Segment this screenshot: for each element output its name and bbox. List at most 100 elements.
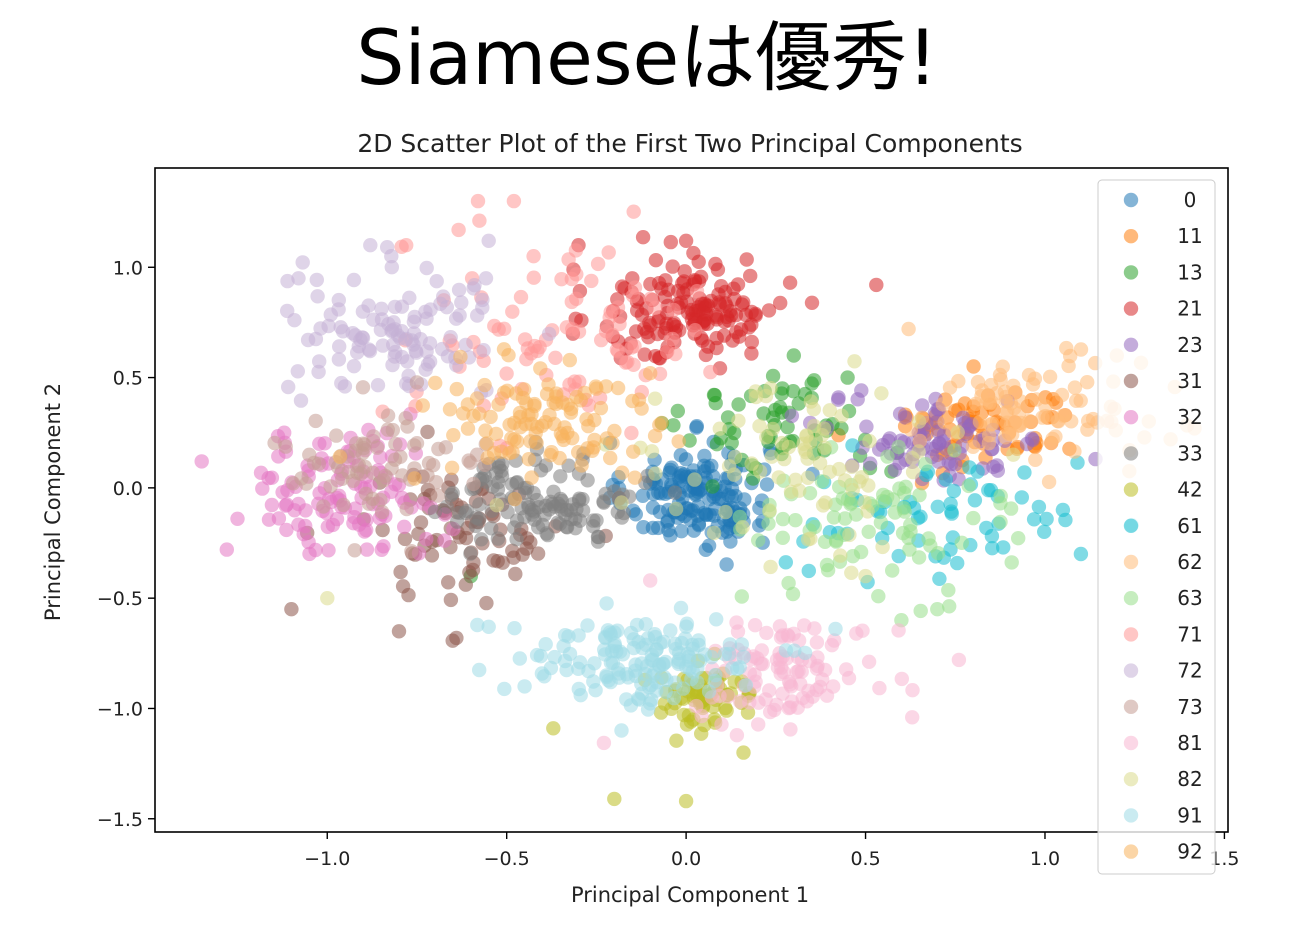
point-62: [1054, 387, 1070, 403]
point-71: [601, 245, 616, 260]
legend-label-91: 91: [1177, 803, 1202, 827]
point-42: [676, 707, 692, 723]
point-92: [515, 390, 531, 406]
point-21: [709, 340, 724, 356]
point-63: [930, 602, 945, 617]
legend-marker-92: [1123, 844, 1139, 859]
point-71: [594, 332, 609, 348]
point-82: [847, 354, 862, 369]
points-layer: [194, 193, 1202, 809]
point-91: [634, 676, 649, 692]
point-33: [614, 510, 630, 525]
point-91: [612, 670, 627, 685]
point-71: [497, 321, 512, 336]
x-tick-label: −1.0: [304, 848, 350, 870]
point-73: [380, 408, 396, 423]
legend-label-23: 23: [1177, 333, 1202, 357]
point-73: [395, 468, 410, 483]
point-92: [574, 458, 589, 473]
point-82: [748, 389, 764, 405]
legend-marker-33: [1123, 446, 1139, 461]
point-81: [763, 704, 778, 720]
point-33: [518, 485, 533, 500]
point-73: [329, 428, 344, 443]
point-92: [544, 445, 559, 460]
point-21: [869, 277, 884, 293]
point-81: [643, 573, 658, 588]
point-91: [481, 619, 496, 634]
point-72: [458, 337, 473, 353]
point-32: [312, 486, 327, 501]
point-61: [1070, 455, 1085, 470]
point-13: [756, 406, 771, 421]
point-91: [797, 645, 813, 661]
point-91: [663, 623, 678, 638]
point-61: [845, 438, 860, 453]
point-82: [648, 466, 663, 481]
point-32: [359, 542, 375, 557]
point-82: [647, 391, 663, 406]
point-92: [643, 366, 658, 381]
point-33: [572, 513, 588, 528]
point-33: [586, 513, 601, 528]
point-73: [370, 440, 385, 455]
point-21: [699, 306, 714, 322]
point-73: [380, 422, 395, 437]
point-72: [333, 320, 348, 335]
point-81: [714, 717, 729, 732]
point-63: [892, 481, 907, 496]
point-62: [1041, 474, 1057, 490]
point-13: [666, 418, 681, 433]
point-81: [789, 664, 804, 680]
point-72: [481, 233, 496, 248]
point-13: [791, 396, 806, 411]
series-82: [320, 354, 1021, 606]
point-61: [932, 571, 947, 586]
point-92: [491, 397, 506, 412]
point-63: [885, 563, 900, 578]
point-92: [614, 465, 630, 480]
point-82: [752, 418, 767, 434]
point-63: [1004, 555, 1019, 570]
point-73: [407, 438, 422, 453]
point-21: [665, 259, 680, 274]
point-73: [374, 504, 390, 520]
point-92: [469, 391, 485, 406]
point-81: [891, 623, 906, 638]
point-71: [559, 320, 574, 335]
point-92: [599, 431, 615, 446]
point-32: [397, 519, 412, 534]
point-63: [843, 497, 858, 512]
point-72: [443, 330, 458, 345]
point-92: [483, 409, 498, 425]
point-92: [480, 450, 495, 465]
point-23: [932, 436, 947, 451]
point-62: [965, 439, 981, 454]
point-92: [586, 440, 601, 455]
point-13: [774, 386, 789, 401]
point-73: [336, 497, 351, 513]
legend-marker-32: [1123, 410, 1139, 425]
point-62: [1067, 444, 1082, 459]
point-72: [422, 354, 438, 369]
point-72: [466, 281, 481, 296]
point-72: [418, 304, 433, 319]
point-81: [894, 671, 909, 687]
point-91: [730, 661, 745, 677]
point-63: [873, 515, 889, 530]
point-91: [647, 665, 662, 681]
series-92: [332, 342, 686, 507]
point-81: [742, 695, 757, 710]
point-61: [930, 499, 945, 514]
point-81: [793, 676, 808, 692]
point-0: [628, 507, 643, 522]
point-63: [918, 456, 933, 472]
point-71: [643, 291, 658, 306]
legend-marker-31: [1123, 373, 1139, 389]
point-62: [1001, 426, 1016, 442]
point-0: [682, 483, 697, 498]
point-82: [614, 495, 629, 510]
point-72: [409, 345, 424, 360]
point-91: [717, 647, 733, 662]
point-21: [643, 318, 658, 333]
